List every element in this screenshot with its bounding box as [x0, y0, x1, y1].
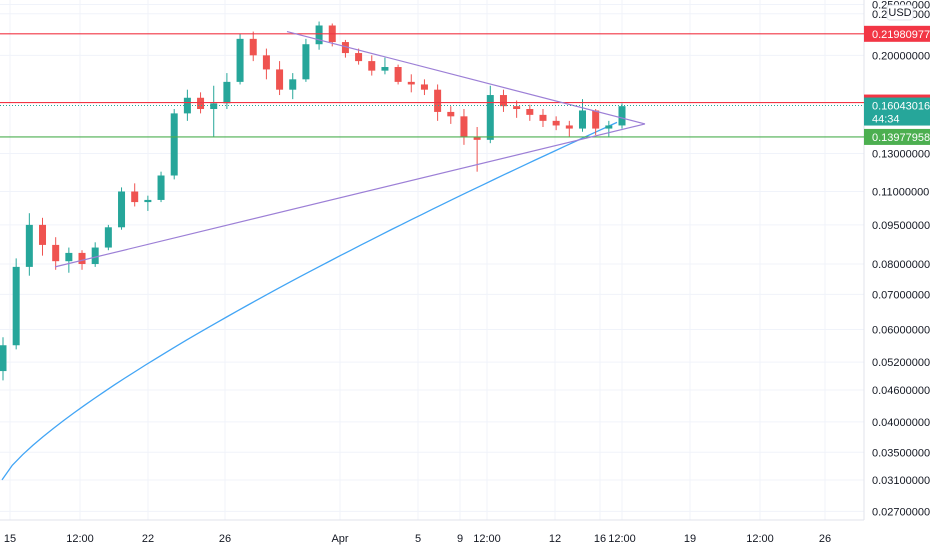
candle-body [394, 67, 402, 82]
y-tick-label: 0.04000000 [872, 417, 930, 429]
candle-body [473, 136, 481, 140]
candle-body [144, 199, 152, 203]
y-tick-label: 0.08000000 [872, 259, 930, 271]
trendline [286, 30, 646, 125]
candle-body [407, 81, 415, 85]
candle-body [262, 55, 270, 70]
x-tick-label: Apr [331, 533, 348, 545]
candle-body [210, 103, 218, 110]
countdown-label: 44:34 [872, 114, 900, 126]
candle-body [12, 266, 20, 346]
x-tick-label: 12:00 [608, 533, 636, 545]
candle-body [447, 111, 455, 117]
x-tick-label: 22 [142, 533, 154, 545]
candle-body [39, 224, 47, 245]
trendline [54, 123, 646, 268]
candle-body [0, 345, 7, 372]
currency-badge [886, 4, 914, 21]
y-tick-label: 0.11000000 [872, 186, 929, 198]
candle-body [289, 79, 297, 90]
candle-body [565, 125, 573, 129]
y-tick-label: 0.03100000 [872, 475, 930, 487]
candle-body [315, 25, 323, 45]
x-tick-label: 12:00 [746, 533, 774, 545]
candle-body [78, 252, 86, 265]
candle-body [236, 38, 244, 82]
candle-body [486, 95, 494, 140]
candle-body [52, 244, 60, 262]
candle-body [605, 125, 613, 129]
x-tick-label: 12:00 [66, 533, 94, 545]
x-tick-label: 26 [819, 533, 831, 545]
y-tick-label: 0.04600000 [872, 385, 930, 397]
candle-body [460, 116, 468, 137]
candle-body [526, 109, 534, 115]
x-tick-label: 15 [4, 533, 16, 545]
x-tick-label: 12:00 [473, 533, 501, 545]
candle-body [513, 106, 521, 110]
candle-body [65, 252, 73, 262]
candle-body [578, 110, 586, 129]
candle-body [341, 42, 349, 54]
candle-body [131, 191, 139, 203]
y-tick-label: 0.13000000 [872, 148, 930, 160]
candle-body [197, 97, 205, 110]
last-price-label: 0.16043016 [872, 101, 930, 113]
candle-body [104, 227, 112, 248]
y-tick-label: 0.06000000 [872, 325, 930, 337]
x-tick-label: 5 [415, 533, 421, 545]
candle-body [118, 191, 126, 228]
candle-body [25, 224, 33, 267]
price-tag-label: 0.13977958 [872, 132, 930, 144]
candle-body [618, 106, 626, 126]
x-tick-label: 19 [684, 533, 696, 545]
y-tick-label: 0.05200000 [872, 357, 930, 369]
candle-body [91, 247, 99, 265]
candle-body [552, 120, 560, 126]
last-price-tag [864, 97, 930, 126]
candle-body [592, 110, 600, 129]
candle-body [434, 89, 442, 112]
candle-body [420, 84, 428, 90]
candle-body [157, 175, 165, 200]
y-tick-label: 0.07000000 [872, 289, 930, 301]
candle-body [381, 67, 389, 71]
candle-body [170, 113, 178, 176]
candle-body [499, 95, 507, 107]
y-tick-label: 0.02700000 [872, 506, 930, 518]
x-tick-label: 26 [219, 533, 231, 545]
candle-body [223, 81, 231, 104]
candle-body [249, 38, 257, 56]
y-tick-label: 0.09500000 [872, 220, 930, 232]
moving-average-line [1, 121, 618, 481]
price-tag [864, 25, 930, 42]
candle-body [183, 97, 191, 114]
x-tick-label: 9 [457, 533, 463, 545]
candle-body [539, 114, 547, 121]
candle-body [302, 44, 310, 80]
candle-body [355, 53, 363, 62]
x-tick-label: 12 [549, 533, 561, 545]
candle-body [368, 61, 376, 71]
price-tag [864, 128, 930, 145]
y-tick-label: 0.03500000 [872, 447, 930, 459]
x-tick-label: 16 [594, 533, 606, 545]
currency-label: USD [888, 7, 911, 19]
candle-body [276, 69, 284, 90]
y-tick-label: 0.20000000 [872, 50, 930, 62]
price-tag-label: 0.21980977 [872, 29, 930, 41]
